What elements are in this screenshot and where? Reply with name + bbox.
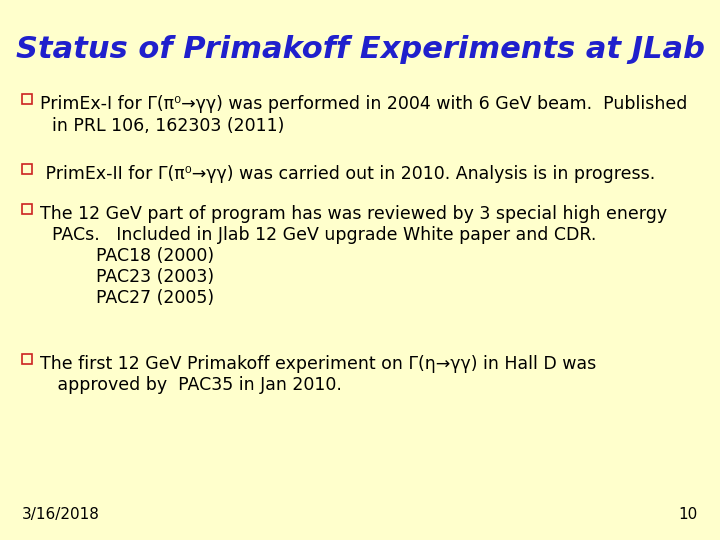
Text: PrimEx-II for Γ(π⁰→γγ) was carried out in 2010. Analysis is in progress.: PrimEx-II for Γ(π⁰→γγ) was carried out i… [40, 165, 655, 183]
Text: PAC18 (2000): PAC18 (2000) [52, 247, 214, 265]
Text: PACs.   Included in Jlab 12 GeV upgrade White paper and CDR.: PACs. Included in Jlab 12 GeV upgrade Wh… [52, 226, 596, 244]
Text: PAC23 (2003): PAC23 (2003) [52, 268, 214, 286]
Text: The 12 GeV part of program has was reviewed by 3 special high energy: The 12 GeV part of program has was revie… [40, 205, 667, 223]
Bar [22, 94, 32, 104]
Text: 3/16/2018: 3/16/2018 [22, 507, 100, 522]
Text: The first 12 GeV Primakoff experiment on Γ(η→γγ) in Hall D was: The first 12 GeV Primakoff experiment on… [40, 355, 596, 373]
Text: approved by  PAC35 in Jan 2010.: approved by PAC35 in Jan 2010. [52, 376, 342, 394]
Text: Status of Primakoff Experiments at JLab: Status of Primakoff Experiments at JLab [16, 35, 704, 64]
Text: PAC27 (2005): PAC27 (2005) [52, 289, 214, 307]
Bar [22, 354, 32, 364]
Bar [22, 164, 32, 174]
Text: in PRL 106, 162303 (2011): in PRL 106, 162303 (2011) [52, 117, 284, 135]
Text: 10: 10 [679, 507, 698, 522]
Bar [22, 204, 32, 214]
Text: PrimEx-I for Γ(π⁰→γγ) was performed in 2004 with 6 GeV beam.  Published: PrimEx-I for Γ(π⁰→γγ) was performed in 2… [40, 95, 688, 113]
